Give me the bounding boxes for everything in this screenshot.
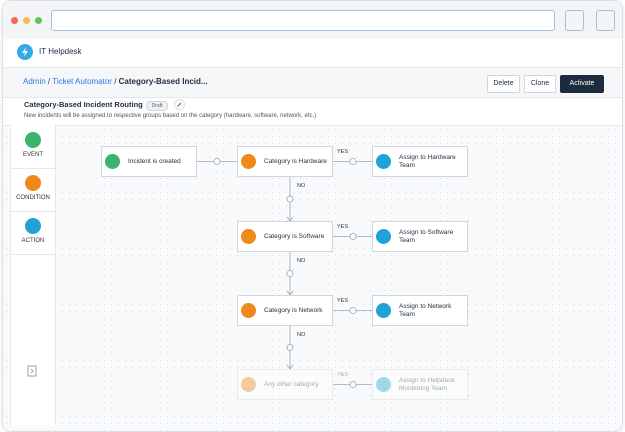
palette-tool[interactable] (27, 365, 38, 377)
breadcrumb-link[interactable]: Admin (23, 77, 46, 86)
no-label: NO (297, 183, 306, 189)
close-dot[interactable] (11, 17, 18, 24)
connector-arrow (286, 364, 294, 370)
condition-icon (241, 154, 256, 169)
connector-handle (286, 344, 294, 351)
action-node[interactable]: Assign to Helpdesk Monitoring Team (372, 369, 468, 400)
condition-icon (241, 377, 256, 392)
app-name: IT Helpdesk (39, 47, 82, 56)
condition-label: Any other category (264, 380, 319, 388)
no-label: NO (297, 258, 306, 264)
palette-item[interactable]: EVENT (11, 125, 55, 169)
condition-label: Category is Hardware (264, 157, 327, 165)
connector-handle (286, 195, 294, 203)
breadcrumb-bar: Admin / Ticket Automator / Category-Base… (3, 67, 622, 98)
action-icon (376, 303, 391, 318)
action-label: Assign to Software Team (399, 229, 454, 244)
palette-item[interactable]: ACTION (11, 211, 55, 255)
action-label: Assign to Network Team (399, 303, 452, 318)
action-label: Assign to Hardware Team (399, 154, 456, 169)
minimize-dot[interactable] (23, 17, 30, 24)
action-node[interactable]: Assign to Software Team (372, 221, 468, 252)
connector-handle (349, 158, 357, 165)
yes-label: YES (337, 149, 349, 155)
workflow-title: Category-Based Incident Routing (24, 100, 143, 109)
workflow-description: New incidents will be assigned to respec… (24, 113, 317, 119)
connector-handle (349, 381, 357, 388)
palette-label: ACTION (21, 238, 45, 244)
yes-label: YES (337, 298, 349, 304)
action-icon (376, 229, 391, 244)
activate-button[interactable]: Activate (560, 75, 604, 93)
connector-handle (349, 307, 357, 314)
delete-button[interactable]: Delete (487, 75, 520, 93)
zoom-dot[interactable] (35, 17, 42, 24)
connector-handle (349, 233, 357, 240)
no-label: NO (297, 332, 306, 338)
action-label: Assign to Helpdesk Monitoring Team (399, 377, 455, 392)
palette-label: CONDITION (16, 195, 50, 201)
condition-icon (241, 303, 256, 318)
clone-button[interactable]: Clone (524, 75, 556, 93)
palette-label: EVENT (22, 152, 43, 158)
address-bar[interactable] (51, 10, 555, 31)
palette: EVENT CONDITION ACTION (10, 125, 56, 425)
connector-handle (286, 270, 294, 277)
action-icon (376, 154, 391, 169)
edit-icon[interactable] (174, 99, 185, 110)
palette-icon (25, 218, 41, 234)
event-label: Incident is created (128, 157, 181, 165)
connectors (197, 158, 372, 388)
toolbar-button[interactable] (596, 10, 615, 31)
palette-icon (25, 132, 41, 148)
condition-node[interactable]: Category is Software (237, 221, 333, 252)
palette-item[interactable]: CONDITION (11, 168, 55, 212)
breadcrumb-current: Category-Based Incid... (118, 77, 208, 86)
palette-icon (25, 175, 41, 191)
app-logo (17, 44, 33, 60)
breadcrumb: Admin / Ticket Automator / Category-Base… (23, 77, 208, 86)
status-badge: Draft (146, 101, 168, 111)
action-node[interactable]: Assign to Network Team (372, 295, 468, 326)
event-icon (105, 154, 120, 169)
condition-node[interactable]: Category is Hardware (237, 146, 333, 177)
toolbar-button[interactable] (565, 10, 584, 31)
yes-label: YES (337, 224, 349, 230)
condition-label: Category is Network (264, 306, 323, 314)
action-icon (376, 377, 391, 392)
connector-handle (213, 158, 221, 165)
breadcrumb-link[interactable]: Ticket Automator (52, 77, 112, 86)
event-node[interactable]: Incident is created (101, 146, 197, 177)
condition-label: Category is Software (264, 232, 325, 240)
condition-icon (241, 229, 256, 244)
action-node[interactable]: Assign to Hardware Team (372, 146, 468, 177)
flow-canvas: Incident is created Category is Hardware A… (3, 125, 622, 431)
yes-label: YES (337, 372, 349, 378)
condition-node[interactable]: Category is Network (237, 295, 333, 326)
condition-node[interactable]: Any other category (237, 369, 333, 400)
